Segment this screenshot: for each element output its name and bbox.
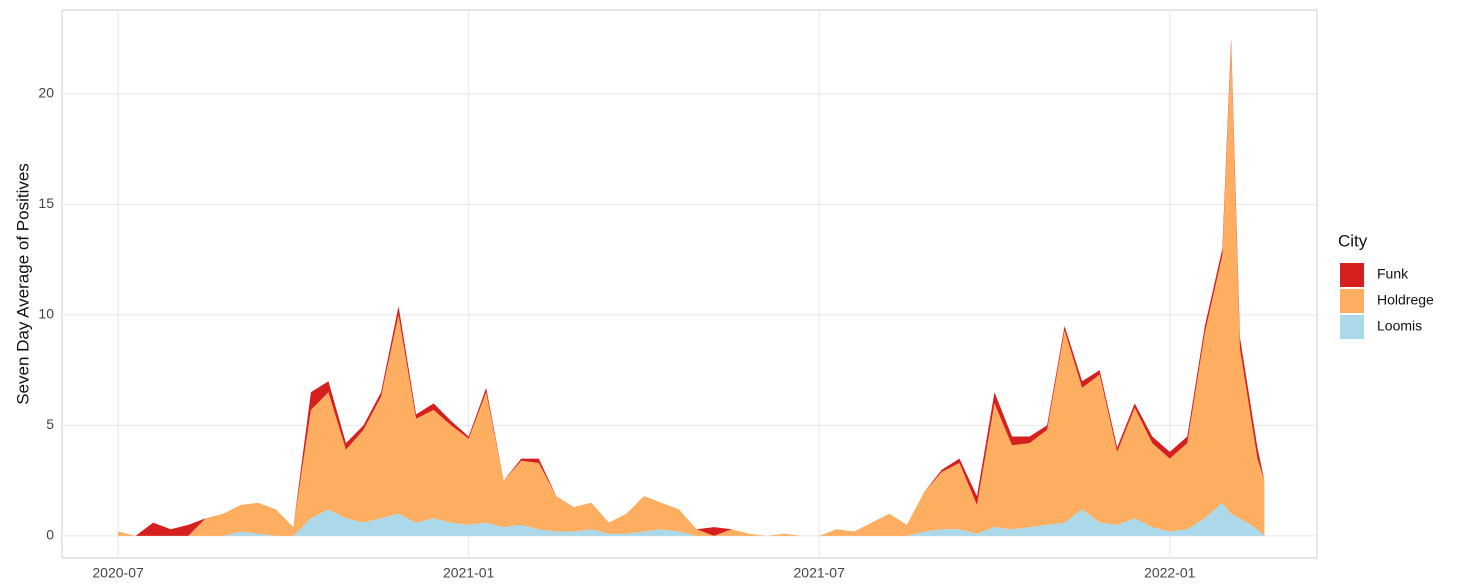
- x-tick-label: 2022-01: [1144, 565, 1196, 581]
- y-tick-label: 5: [46, 416, 54, 432]
- legend-label: Funk: [1377, 266, 1409, 282]
- y-tick-label: 10: [38, 306, 54, 322]
- y-tick-label: 15: [38, 195, 54, 211]
- area: [118, 45, 1265, 536]
- legend-swatch: [1340, 263, 1364, 287]
- y-axis-title: Seven Day Average of Positives: [13, 163, 32, 405]
- y-tick-label: 20: [38, 85, 54, 101]
- legend-swatch: [1340, 289, 1364, 313]
- x-tick-label: 2020-07: [92, 565, 144, 581]
- legend-label: Holdrege: [1377, 292, 1434, 308]
- x-tick-label: 2021-07: [794, 565, 846, 581]
- legend-title: City: [1338, 231, 1368, 250]
- legend-label: Loomis: [1377, 318, 1422, 334]
- x-tick-label: 2021-01: [443, 565, 495, 581]
- area: [118, 502, 1265, 536]
- y-tick-label: 0: [46, 527, 54, 543]
- legend-swatch: [1340, 315, 1364, 339]
